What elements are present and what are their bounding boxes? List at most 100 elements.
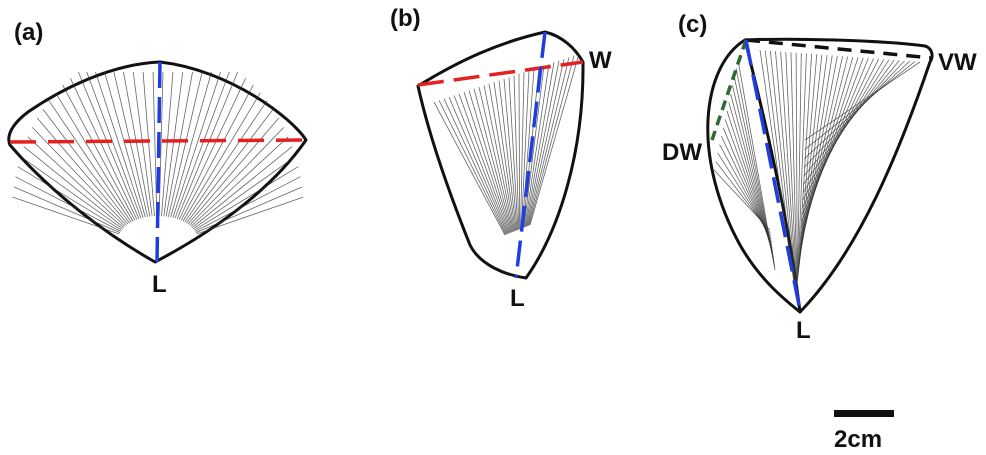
shell-rib xyxy=(42,109,130,224)
shell-rib xyxy=(194,166,299,231)
shell-rib xyxy=(520,72,525,229)
shell-rib xyxy=(433,101,506,236)
shell-c-ribs xyxy=(713,49,921,291)
shell-rib xyxy=(31,127,127,226)
shell-rib xyxy=(518,73,521,230)
shell-rib xyxy=(769,50,797,290)
shell-b-ribs xyxy=(433,53,580,236)
shell-rib xyxy=(20,156,123,230)
shell-rib xyxy=(508,77,519,230)
shell-rib xyxy=(113,71,148,217)
shell-rib xyxy=(158,71,164,217)
length-label-a: L xyxy=(152,271,167,298)
shell-rib xyxy=(142,71,155,217)
shell-rib xyxy=(180,85,254,221)
shell-rib xyxy=(458,93,510,234)
shell-rib xyxy=(803,60,900,177)
shell-rib xyxy=(13,186,121,234)
shell-rib xyxy=(527,57,570,226)
shell-rib xyxy=(170,71,212,218)
shell-rib xyxy=(804,60,910,160)
shell-rib xyxy=(132,71,153,217)
shell-rib xyxy=(528,55,575,226)
shell-rib xyxy=(798,54,818,272)
shell-rib xyxy=(478,87,514,232)
shell-rib xyxy=(513,75,520,230)
panel-a-label: (a) xyxy=(14,19,43,46)
shell-rib xyxy=(775,51,797,289)
shell-rib xyxy=(527,58,565,227)
shell-rib xyxy=(525,62,555,227)
shell-rib xyxy=(172,71,221,218)
panel-c: (c) L VW DW xyxy=(662,11,977,344)
shell-rib xyxy=(195,186,303,234)
shell-rib xyxy=(468,90,512,233)
shell-rib xyxy=(498,80,517,231)
shell-rib xyxy=(189,127,285,226)
dorsal-width-line-c xyxy=(710,39,748,141)
shell-rib xyxy=(190,136,289,227)
length-line-c xyxy=(744,39,802,311)
shell-rib xyxy=(176,71,239,220)
shell-a-outline xyxy=(7,60,308,264)
length-label-c: L xyxy=(796,317,811,344)
shell-rib xyxy=(191,146,293,228)
shell-rib xyxy=(801,57,869,222)
shell-rib xyxy=(521,68,535,229)
shell-rib xyxy=(196,196,304,235)
scale-bar: 2cm xyxy=(834,410,894,453)
shell-rib xyxy=(195,176,301,232)
shell-rib xyxy=(797,53,813,275)
panel-a: (a) L xyxy=(7,19,308,298)
shell-b-outline xyxy=(416,30,585,280)
shell-rib xyxy=(62,85,136,221)
shell-rib xyxy=(187,117,279,225)
shell-rib xyxy=(182,92,261,222)
shell-rib xyxy=(803,60,905,168)
shell-rib xyxy=(77,71,140,220)
shell-rib xyxy=(186,109,274,224)
panel-b-label: (b) xyxy=(390,5,421,32)
shell-rib xyxy=(493,82,516,231)
shell-rib xyxy=(165,71,193,217)
shell-rib xyxy=(453,95,509,234)
shell-rib xyxy=(463,91,511,234)
shell-rib xyxy=(801,58,874,215)
width-line-b xyxy=(417,60,584,87)
shell-c-dorsal-outline xyxy=(706,38,802,314)
scale-bar-label: 2cm xyxy=(834,426,882,453)
shell-rib xyxy=(523,65,545,228)
shell-rib xyxy=(17,166,122,231)
length-line-a xyxy=(155,61,162,263)
shell-rib xyxy=(193,156,296,230)
shell-rib xyxy=(448,96,508,235)
shell-rib xyxy=(473,88,513,233)
length-line-b xyxy=(514,31,547,279)
shell-rib xyxy=(503,78,518,231)
shell-rib xyxy=(48,100,132,223)
shell-rib xyxy=(55,92,134,222)
shell-rib xyxy=(801,57,864,228)
shell-rib xyxy=(23,146,125,228)
ventral-width-line-c xyxy=(745,38,933,60)
width-label-b: W xyxy=(589,47,612,74)
panel-c-label: (c) xyxy=(678,11,707,38)
ventral-width-label-c: VW xyxy=(938,49,977,76)
shell-rib xyxy=(797,53,807,278)
shell-rib xyxy=(790,52,798,285)
shell-rib xyxy=(104,71,146,218)
shell-rib xyxy=(12,196,120,235)
shell-rib xyxy=(529,53,580,226)
shell-rib xyxy=(27,136,126,227)
panel-b: (b) L W xyxy=(390,5,612,312)
shell-rib xyxy=(184,100,268,223)
shell-rib xyxy=(163,71,184,217)
shell-rib xyxy=(86,71,142,219)
width-line-a xyxy=(9,138,307,144)
shell-rib xyxy=(168,71,203,217)
shell-rib xyxy=(780,51,797,288)
shell-rib xyxy=(161,71,174,217)
shell-rib xyxy=(15,176,121,232)
scale-bar-line xyxy=(834,410,894,417)
